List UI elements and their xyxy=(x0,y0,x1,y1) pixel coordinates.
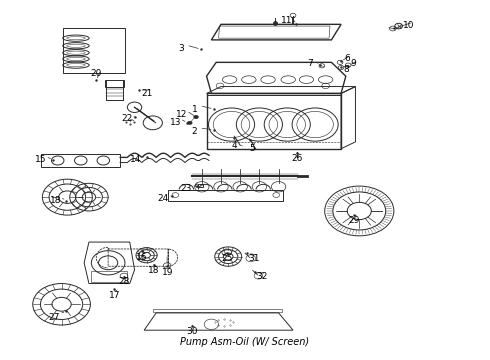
Text: 32: 32 xyxy=(256,272,268,281)
Bar xyxy=(63,28,125,73)
Text: 9: 9 xyxy=(351,59,356,68)
Text: 4: 4 xyxy=(232,141,237,150)
Text: 1: 1 xyxy=(192,104,197,113)
Text: 28: 28 xyxy=(118,277,130,286)
Text: 21: 21 xyxy=(142,89,153,98)
Text: 12: 12 xyxy=(176,110,187,119)
Text: 10: 10 xyxy=(402,21,414,30)
Text: 25: 25 xyxy=(221,255,232,264)
Text: 5: 5 xyxy=(249,144,255,153)
Text: 3: 3 xyxy=(179,44,185,53)
Text: 29: 29 xyxy=(349,216,360,225)
Text: Pump Asm-Oil (W/ Screen): Pump Asm-Oil (W/ Screen) xyxy=(180,337,310,347)
Text: 26: 26 xyxy=(291,154,302,163)
Text: 20: 20 xyxy=(91,69,102,78)
Text: 30: 30 xyxy=(186,327,198,336)
Text: 16: 16 xyxy=(136,253,147,262)
Text: 22: 22 xyxy=(121,114,132,123)
Text: 31: 31 xyxy=(248,254,259,263)
Text: 6: 6 xyxy=(344,54,350,63)
Circle shape xyxy=(187,121,192,125)
Text: 2: 2 xyxy=(192,127,197,136)
Text: 8: 8 xyxy=(343,65,349,74)
Text: 11: 11 xyxy=(281,16,293,25)
Text: 14: 14 xyxy=(130,155,141,164)
Text: 18: 18 xyxy=(49,196,61,205)
Text: 7: 7 xyxy=(307,59,313,68)
Text: 23: 23 xyxy=(181,184,192,193)
Circle shape xyxy=(194,115,198,119)
Text: 27: 27 xyxy=(49,313,60,322)
Text: 17: 17 xyxy=(109,291,120,300)
Text: 19: 19 xyxy=(162,268,173,277)
Text: 13: 13 xyxy=(170,118,181,127)
Text: 18: 18 xyxy=(148,266,160,275)
Text: 24: 24 xyxy=(158,194,169,203)
Text: 15: 15 xyxy=(35,155,47,164)
